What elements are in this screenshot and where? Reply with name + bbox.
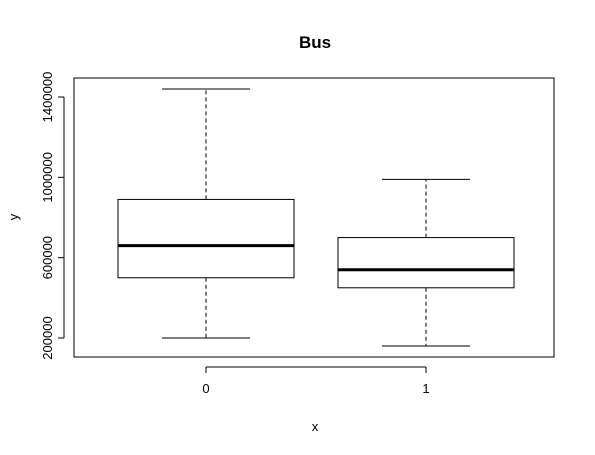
box-group — [337, 178, 515, 347]
iqr-box — [337, 237, 515, 289]
plot-frame — [73, 77, 555, 358]
x-tick-label: 0 — [202, 381, 209, 396]
y-tick-label: 600000 — [40, 236, 55, 279]
box-group — [117, 88, 295, 339]
y-tick-label: 1400000 — [40, 72, 55, 123]
y-tick-label: 1000000 — [40, 152, 55, 203]
y-axis: 200000 600000 1000000 1400000 — [40, 72, 65, 360]
y-axis-label: y — [6, 213, 21, 220]
x-tick-label: 1 — [422, 381, 429, 396]
chart-title: Bus — [299, 33, 331, 52]
boxes-layer — [117, 88, 515, 347]
iqr-box — [117, 198, 295, 279]
x-axis-label: x — [312, 419, 319, 434]
y-tick-label: 200000 — [40, 316, 55, 359]
